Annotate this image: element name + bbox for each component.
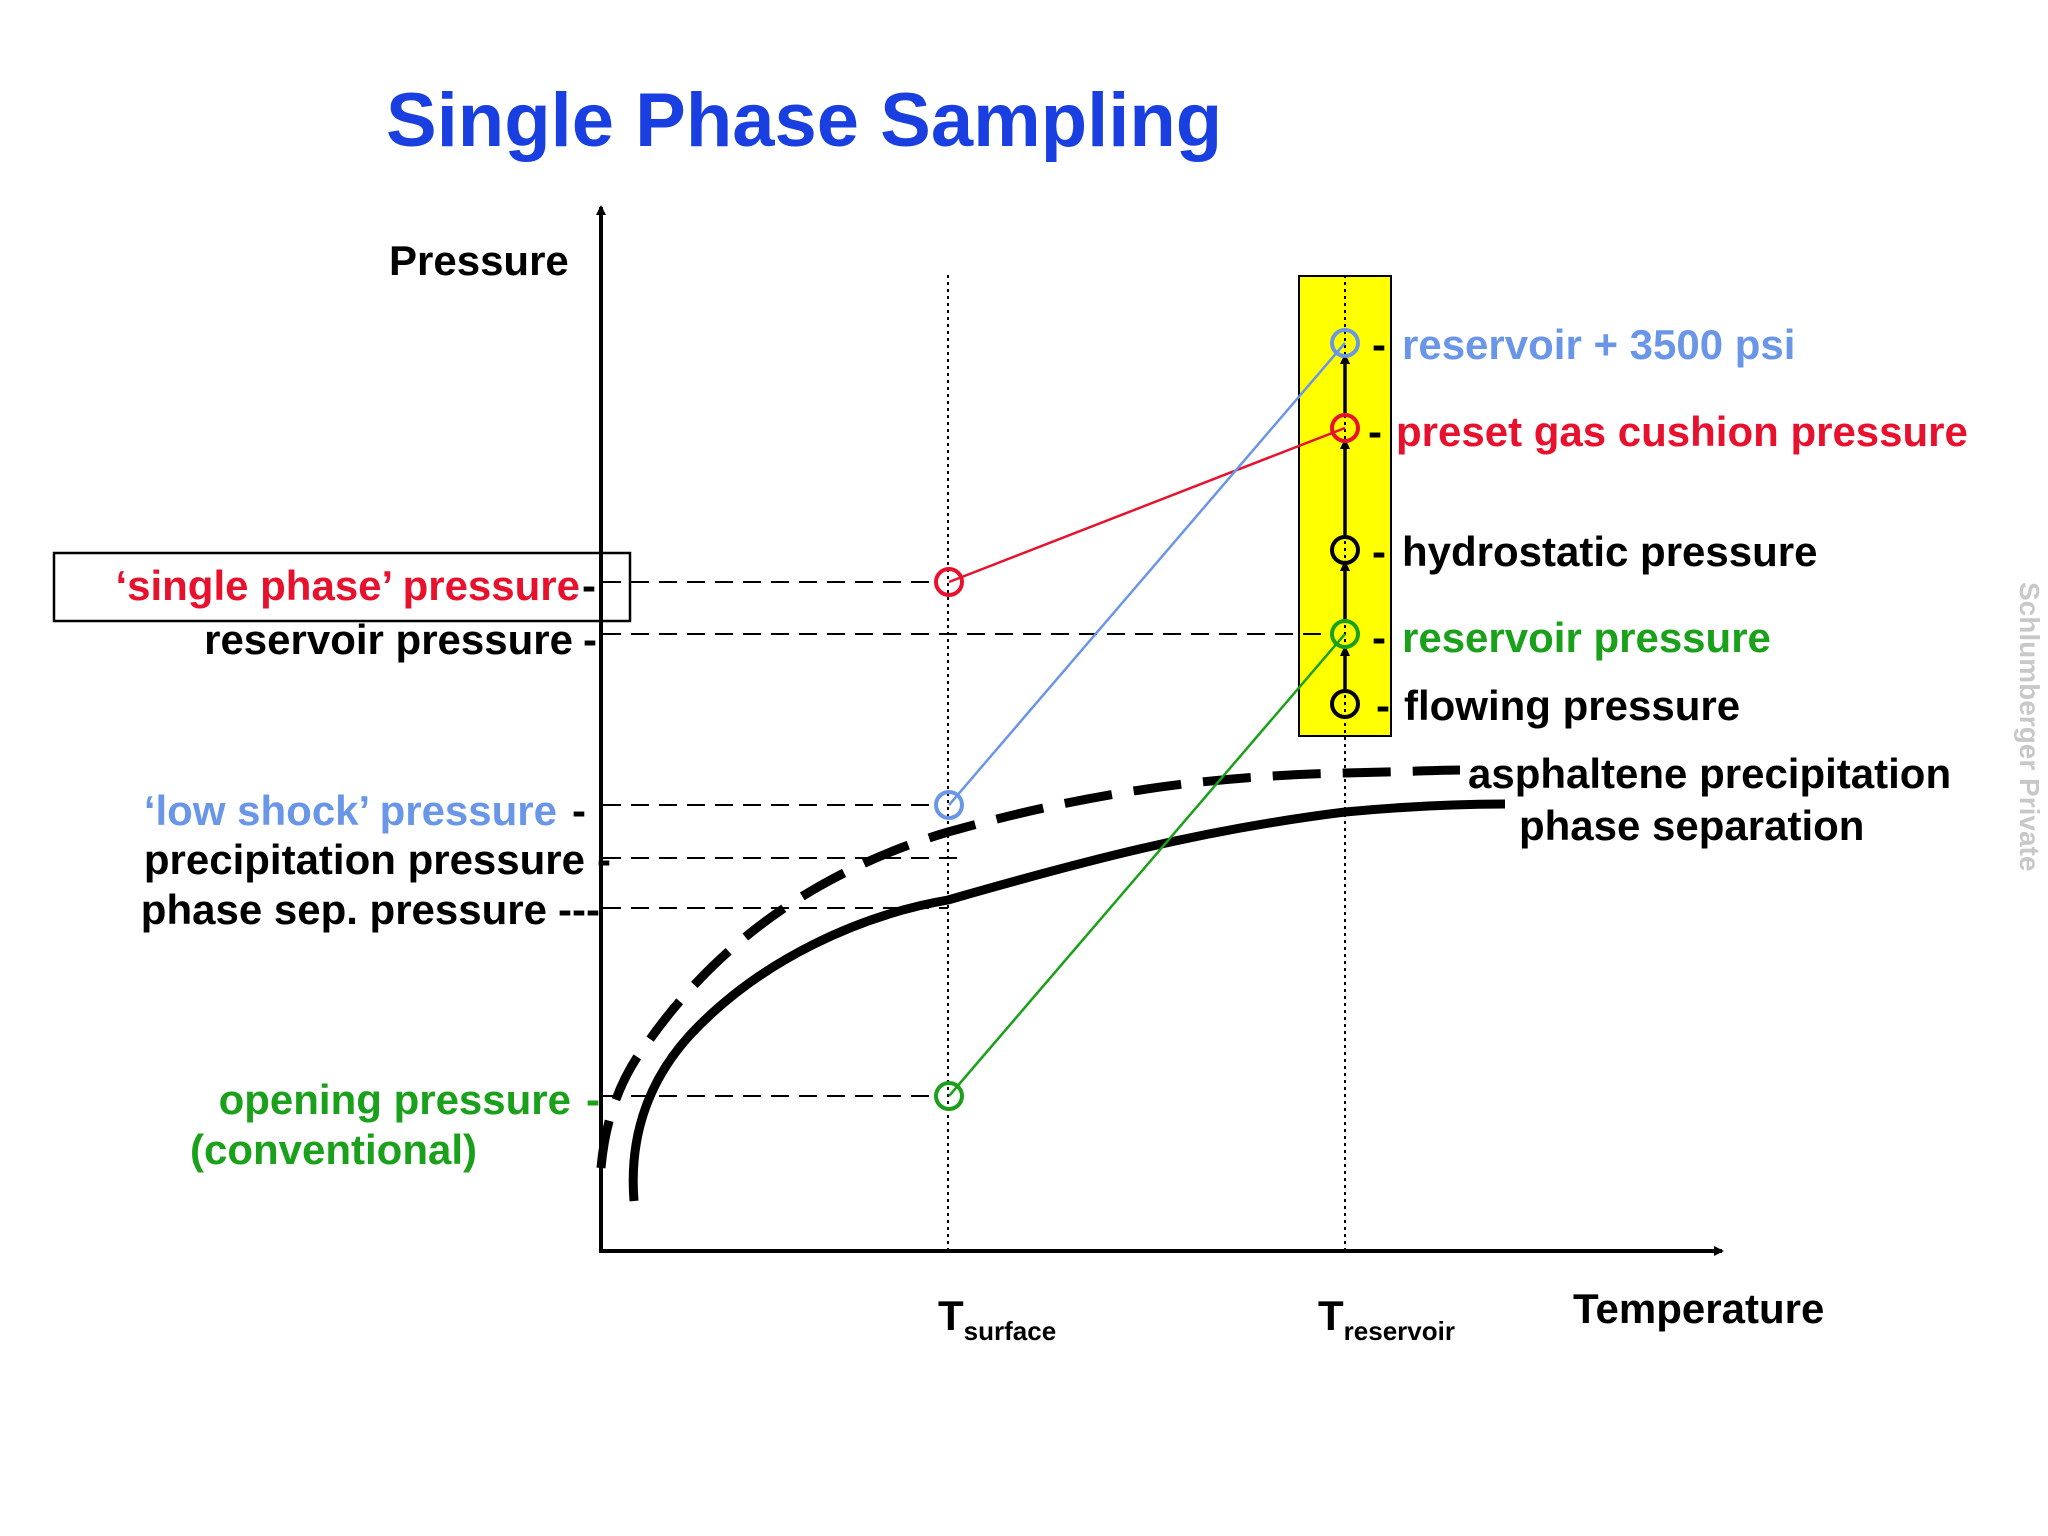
precipitation-tick: -: [597, 836, 611, 883]
flowing-marker: [1330, 689, 1360, 719]
reference-lines: [603, 581, 1330, 1097]
asphaltene-precipitation-label: asphaltene precipitation: [1468, 750, 1951, 797]
single-phase-label-box: [52, 551, 632, 623]
t-surface-sub: surface: [964, 1316, 1057, 1346]
right-reservoir-pressure-label: reservoir pressure: [1402, 614, 1771, 661]
right-tick-2: -: [1368, 408, 1382, 455]
left-reservoir-pressure-label: reservoir pressure: [204, 616, 573, 663]
gas-cushion-marker: [1330, 413, 1360, 443]
single-phase-tick: -: [582, 562, 596, 609]
t-surface-main: T: [938, 1292, 964, 1339]
phase-sep-pressure-label: phase sep. pressure: [141, 886, 547, 933]
right-tick-4: -: [1372, 614, 1386, 661]
slide-title: Single Phase Sampling: [386, 78, 1222, 163]
t-reservoir-label: Treservoir: [1318, 1292, 1455, 1346]
right-tick-1: -: [1372, 321, 1386, 368]
hydrostatic-pressure-label: hydrostatic pressure: [1402, 528, 1818, 575]
t-surface-label: Tsurface: [938, 1292, 1056, 1346]
low-shock-pressure-label: ‘low shock’ pressure: [144, 787, 557, 834]
flowing-pressure-label: flowing pressure: [1404, 682, 1740, 729]
opening-pressure-label-line2: (conventional): [190, 1126, 477, 1173]
phase-separation-label: phase separation: [1519, 802, 1864, 849]
watermark-text: Schlumberger Private: [2014, 582, 2045, 871]
reservoir-plus-marker: [1330, 328, 1360, 358]
low-shock-tick: -: [572, 787, 586, 834]
hydrostatic-marker: [1330, 535, 1360, 565]
opening-pressure-label: opening pressure: [219, 1076, 571, 1123]
y-axis-label: Pressure: [389, 237, 569, 284]
reservoir-marker: [1330, 619, 1360, 649]
asphaltene-precipitation-curve: [596, 765, 1461, 1169]
opening-marker: [934, 1081, 964, 1111]
reservoir-tick: -: [583, 616, 597, 663]
t-reservoir-sub: reservoir: [1344, 1316, 1455, 1346]
green-path-line: [948, 633, 1346, 1097]
gas-cushion-pressure-label: preset gas cushion pressure: [1396, 408, 1968, 455]
phase-sep-tick: ---: [558, 886, 600, 933]
precipitation-pressure-label: precipitation pressure: [144, 836, 585, 883]
single-phase-marker: [934, 567, 964, 597]
low-shock-marker: [934, 790, 964, 820]
opening-tick: -: [586, 1076, 600, 1123]
phase-separation-curve: [628, 799, 1506, 1202]
x-axis-label: Temperature: [1573, 1285, 1824, 1332]
red-path-line: [948, 426, 1346, 584]
single-phase-pressure-label: ‘single phase’ pressure: [115, 562, 580, 609]
reservoir-plus-3500-label: reservoir + 3500 psi: [1402, 321, 1795, 368]
t-reservoir-main: T: [1318, 1292, 1344, 1339]
right-tick-5: -: [1376, 682, 1390, 729]
blue-path-line: [948, 342, 1346, 806]
right-tick-3: -: [1372, 528, 1386, 575]
